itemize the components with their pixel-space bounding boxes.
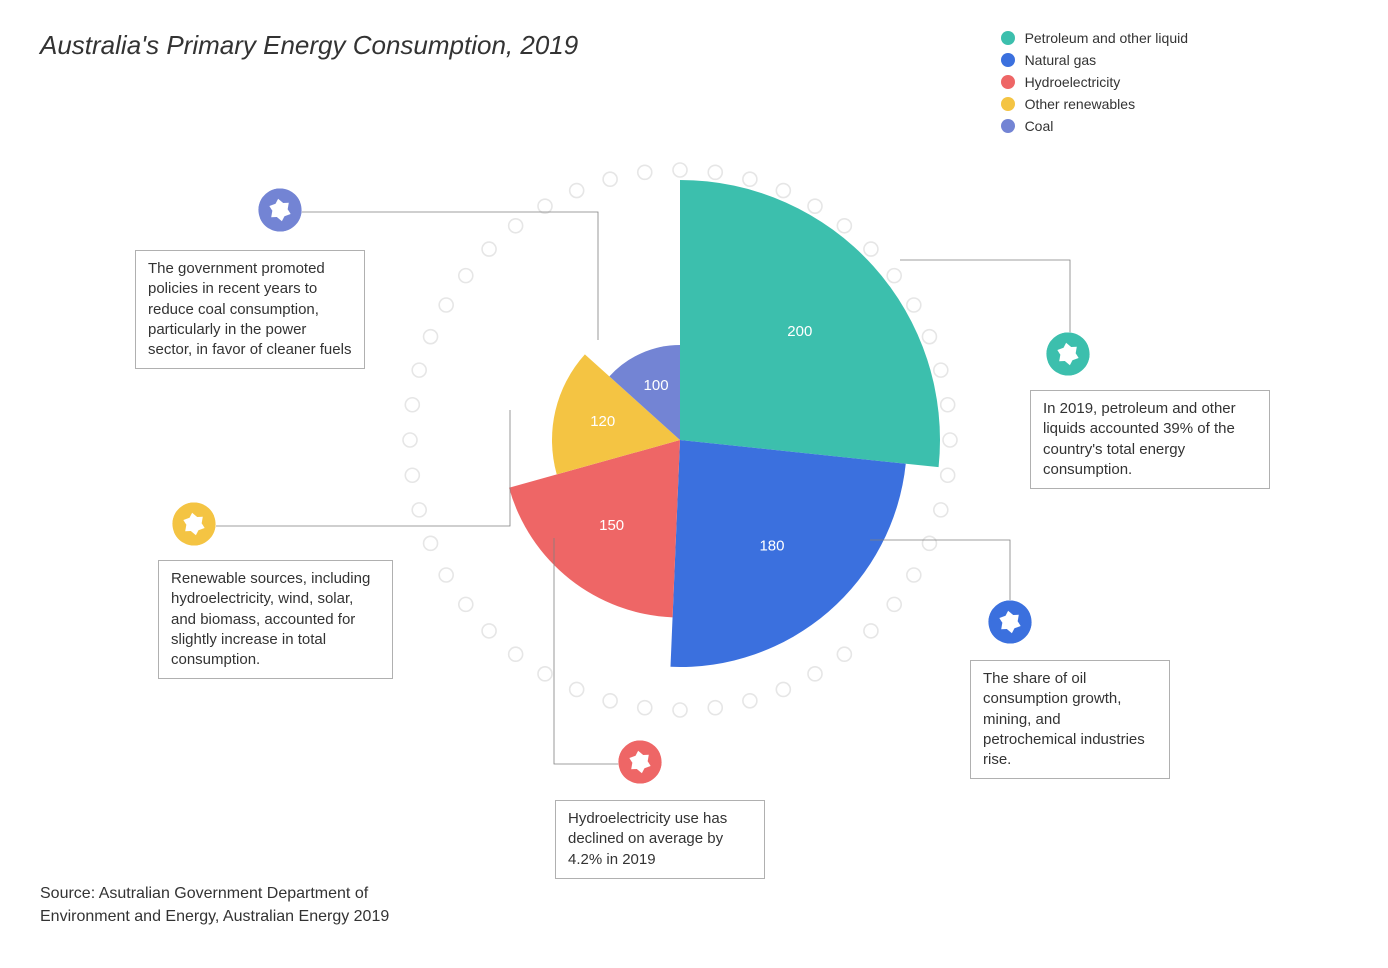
decor-dot bbox=[459, 269, 473, 283]
slice-value-label: 100 bbox=[644, 377, 669, 394]
aperture-icon bbox=[618, 740, 662, 784]
decor-dot bbox=[424, 536, 438, 550]
decor-dot bbox=[459, 597, 473, 611]
decor-dot bbox=[887, 269, 901, 283]
aperture-icon bbox=[172, 502, 216, 546]
decor-dot bbox=[412, 363, 426, 377]
pie-slice bbox=[670, 440, 905, 667]
decor-dot bbox=[864, 624, 878, 638]
aperture-icon bbox=[258, 188, 302, 232]
pie-slice bbox=[509, 440, 680, 617]
decor-dot bbox=[509, 219, 523, 233]
legend-item: Natural gas bbox=[1001, 52, 1188, 68]
decor-dot bbox=[603, 694, 617, 708]
callout-box: The government promoted policies in rece… bbox=[135, 250, 365, 369]
callout-leader bbox=[900, 260, 1070, 335]
decor-dot bbox=[808, 199, 822, 213]
decor-dot bbox=[837, 647, 851, 661]
legend-swatch bbox=[1001, 31, 1015, 45]
decor-dot bbox=[603, 172, 617, 186]
decor-dot bbox=[439, 298, 453, 312]
decor-dot bbox=[922, 536, 936, 550]
callout-box: Hydroelectricity use has declined on ave… bbox=[555, 800, 765, 879]
callout-leader bbox=[870, 540, 1010, 602]
decor-dot bbox=[570, 682, 584, 696]
legend-item: Petroleum and other liquid bbox=[1001, 30, 1188, 46]
callout-icon bbox=[1046, 332, 1090, 381]
legend-label: Petroleum and other liquid bbox=[1025, 30, 1188, 46]
callout-icon bbox=[172, 502, 216, 551]
callout-icon bbox=[258, 188, 302, 237]
decor-dot bbox=[424, 330, 438, 344]
decor-dot bbox=[638, 701, 652, 715]
callout-box: In 2019, petroleum and other liquids acc… bbox=[1030, 390, 1270, 489]
decor-dot bbox=[864, 242, 878, 256]
decor-dot bbox=[776, 184, 790, 198]
decor-dot bbox=[941, 398, 955, 412]
decor-dot bbox=[673, 163, 687, 177]
legend-label: Natural gas bbox=[1025, 52, 1097, 68]
decor-dot bbox=[482, 242, 496, 256]
decor-dot bbox=[934, 363, 948, 377]
decor-dot bbox=[673, 703, 687, 717]
decor-dot bbox=[743, 172, 757, 186]
legend-label: Hydroelectricity bbox=[1025, 74, 1121, 90]
decor-dot bbox=[405, 398, 419, 412]
callout-box: Renewable sources, including hydroelectr… bbox=[158, 560, 393, 679]
decor-dot bbox=[922, 330, 936, 344]
decor-dot bbox=[887, 597, 901, 611]
decor-dot bbox=[934, 503, 948, 517]
decor-dot bbox=[941, 468, 955, 482]
decor-dot bbox=[837, 219, 851, 233]
rose-pie-svg: 200 180 150 120 100 bbox=[0, 100, 1388, 900]
slice-value-label: 180 bbox=[759, 538, 784, 555]
decor-dot bbox=[638, 165, 652, 179]
decor-dot bbox=[405, 468, 419, 482]
decor-dot bbox=[509, 647, 523, 661]
decor-dot bbox=[808, 667, 822, 681]
chart-area: 200 180 150 120 100 In 2019, petroleum and o… bbox=[0, 100, 1388, 900]
decor-dot bbox=[412, 503, 426, 517]
aperture-icon bbox=[1046, 332, 1090, 376]
callout-icon bbox=[988, 600, 1032, 649]
decor-dot bbox=[708, 165, 722, 179]
decor-dot bbox=[538, 667, 552, 681]
legend-item: Hydroelectricity bbox=[1001, 74, 1188, 90]
callout-icon bbox=[618, 740, 662, 789]
decor-dot bbox=[538, 199, 552, 213]
decor-dot bbox=[403, 433, 417, 447]
decor-dot bbox=[743, 694, 757, 708]
decor-dot bbox=[482, 624, 496, 638]
decor-dot bbox=[943, 433, 957, 447]
callout-leader bbox=[216, 410, 510, 526]
legend-swatch bbox=[1001, 53, 1015, 67]
decor-dot bbox=[907, 298, 921, 312]
slice-value-label: 200 bbox=[787, 323, 812, 340]
slice-value-label: 120 bbox=[590, 413, 615, 430]
decor-dot bbox=[776, 682, 790, 696]
callout-box: The share of oil consumption growth, min… bbox=[970, 660, 1170, 779]
decor-dot bbox=[439, 568, 453, 582]
decor-dot bbox=[907, 568, 921, 582]
legend-swatch bbox=[1001, 75, 1015, 89]
chart-title: Australia's Primary Energy Consumption, … bbox=[40, 30, 578, 61]
decor-dot bbox=[708, 701, 722, 715]
decor-dot bbox=[570, 184, 584, 198]
slice-value-label: 150 bbox=[599, 517, 624, 534]
aperture-icon bbox=[988, 600, 1032, 644]
